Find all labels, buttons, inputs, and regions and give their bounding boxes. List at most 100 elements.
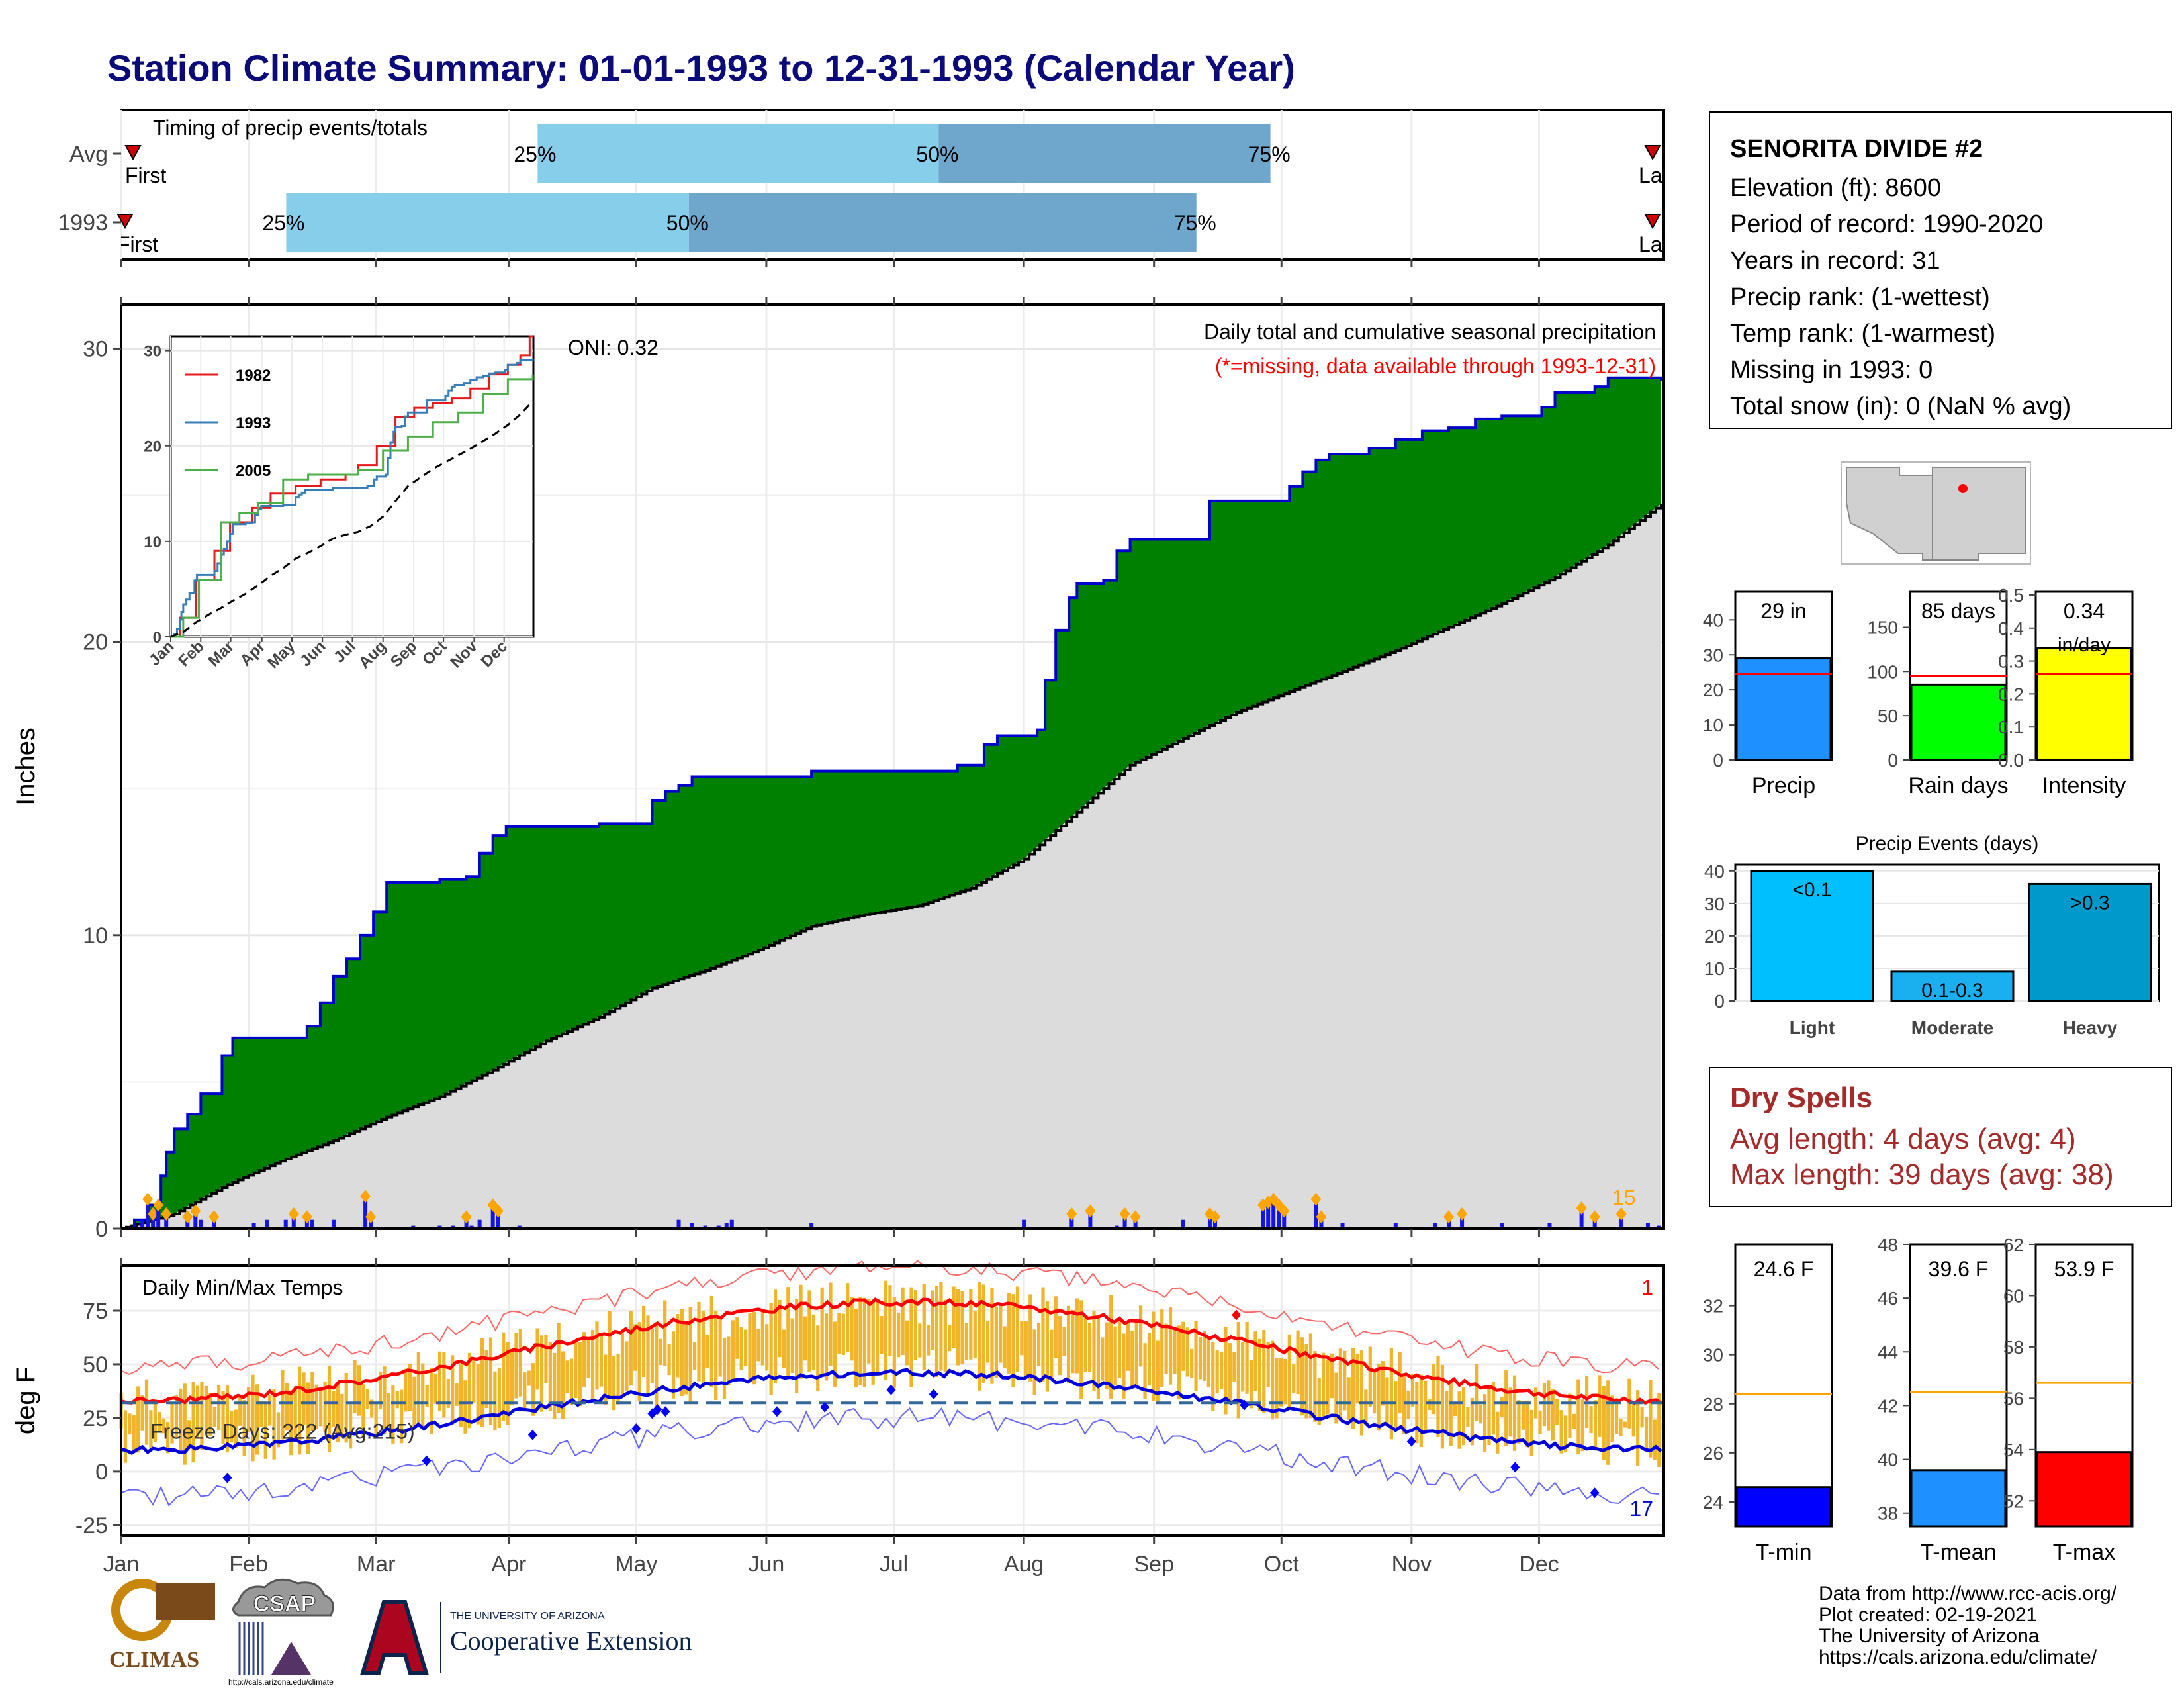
summary-tick-label: 20	[1703, 680, 1723, 700]
station-elevation: Elevation (ft): 8600	[1730, 174, 1941, 202]
daily-precip-bar	[411, 1225, 416, 1229]
daily-temp-bar	[1364, 1389, 1368, 1423]
daily-temp-bar	[1410, 1374, 1415, 1407]
daily-temp-bar	[293, 1386, 297, 1440]
daily-precip-bar	[1500, 1223, 1504, 1229]
events-tick-label: 0	[1714, 991, 1725, 1011]
daily-temp-bar	[760, 1309, 764, 1366]
daily-temp-bar	[964, 1323, 969, 1360]
daily-precip-bar	[1282, 1211, 1287, 1229]
daily-temp-bar	[574, 1340, 578, 1398]
temp-summary-tick-label: 52	[2003, 1491, 2024, 1511]
last-label: Last	[1639, 232, 1679, 256]
daily-temp-bar	[1487, 1388, 1491, 1445]
daily-temp-bar	[1050, 1329, 1054, 1378]
daily-temp-bar	[523, 1372, 527, 1412]
record-low-marker	[527, 1429, 537, 1440]
inset-legend-label: 1982	[236, 367, 271, 385]
daily-temp-bar	[1020, 1321, 1024, 1356]
daily-precip-bar	[1656, 1225, 1661, 1229]
credit-line: https://cals.arizona.edu/climate/	[1819, 1646, 2097, 1668]
daily-temp-bar	[1606, 1380, 1610, 1465]
temp-summary-tick-label: 54	[2003, 1440, 2024, 1460]
daily-temp-bar	[913, 1290, 918, 1360]
daily-temp-bar	[497, 1367, 501, 1429]
daily-temp-bar	[136, 1386, 140, 1453]
daily-temp-bar	[161, 1418, 165, 1434]
record-precip-marker	[288, 1207, 299, 1221]
daily-temp-bar	[744, 1329, 748, 1366]
daily-temp-bar	[684, 1324, 688, 1395]
daily-temp-bar	[344, 1372, 348, 1443]
record-low-marker	[653, 1403, 662, 1415]
daily-temp-bar	[459, 1363, 463, 1427]
daily-temp-bar	[876, 1299, 880, 1376]
daily-temp-bar	[778, 1299, 782, 1358]
daily-temp-bar	[1147, 1333, 1152, 1386]
daily-temp-bar	[1415, 1382, 1419, 1444]
y-tick-label: 0	[95, 1460, 108, 1485]
daily-temp-bar	[701, 1311, 705, 1387]
daily-temp-bar	[383, 1366, 387, 1434]
record-precip-marker	[461, 1210, 472, 1224]
record-precip-marker	[1119, 1207, 1130, 1221]
daily-temp-bar	[943, 1299, 947, 1372]
record-low-marker	[222, 1472, 232, 1483]
daily-temp-bar	[846, 1283, 850, 1352]
summary-tick-label: 0.2	[1998, 684, 2024, 704]
daily-temp-bar	[1117, 1318, 1122, 1378]
daily-temp-bar	[1580, 1399, 1584, 1452]
daily-temp-bar	[1071, 1309, 1075, 1374]
y-tick-label: 0	[95, 1217, 108, 1242]
daily-precip-bar	[477, 1219, 482, 1229]
daily-temp-bar	[1134, 1319, 1138, 1385]
daily-precip-bar	[1393, 1223, 1398, 1229]
ua-a-logo-icon	[359, 1600, 430, 1675]
daily-temp-bar	[633, 1324, 637, 1371]
daily-temp-bar	[1245, 1321, 1249, 1394]
daily-temp-bar	[1007, 1292, 1011, 1374]
daily-temp-bar	[1024, 1321, 1028, 1379]
record-precip-marker	[1316, 1210, 1327, 1224]
daily-precip-bar	[146, 1199, 150, 1229]
daily-temp-bar	[862, 1297, 866, 1387]
daily-temp-bar	[1542, 1383, 1547, 1427]
daily-temp-bar	[1517, 1400, 1521, 1444]
daily-temp-bar	[1160, 1309, 1164, 1387]
daily-temp-bar	[1101, 1337, 1105, 1381]
temp-summary-tick-label: 58	[2003, 1337, 2024, 1358]
daily-temp-bar	[548, 1342, 552, 1411]
daily-temp-bar	[1266, 1341, 1270, 1387]
daily-temp-bar	[867, 1299, 871, 1364]
daily-precip-bar	[1314, 1199, 1318, 1229]
daily-temp-bar	[680, 1309, 684, 1397]
timing-label-75: 75%	[1174, 211, 1216, 235]
daily-temp-bar	[1398, 1351, 1402, 1413]
daily-temp-bar	[934, 1286, 939, 1378]
summary-tick-label: 0	[1888, 750, 1898, 771]
daily-temp-bar	[332, 1391, 336, 1427]
record-precip-marker	[1615, 1207, 1627, 1221]
daily-temp-bar	[251, 1374, 255, 1462]
daily-temp-bar	[1470, 1397, 1474, 1446]
daily-temp-bar	[451, 1355, 455, 1425]
daily-temp-bar	[1177, 1325, 1181, 1400]
daily-temp-bar	[1551, 1389, 1555, 1441]
daily-temp-bar	[365, 1389, 369, 1409]
daily-temp-bar	[225, 1385, 230, 1453]
daily-temp-bar	[1096, 1315, 1101, 1399]
daily-temp-bar	[502, 1332, 506, 1421]
temp-summary-bar	[1735, 1486, 1832, 1528]
daily-temp-bar	[1185, 1327, 1189, 1377]
daily-temp-bar	[217, 1385, 221, 1430]
daily-temp-bar	[1066, 1305, 1071, 1383]
daily-temp-bar	[1203, 1331, 1206, 1381]
daily-temp-bar	[378, 1371, 383, 1410]
daily-temp-bar	[727, 1336, 731, 1385]
ua-logo-small-text: THE UNIVERSITY OF ARIZONA	[450, 1611, 605, 1622]
daily-temp-bar	[1347, 1377, 1351, 1420]
daily-temp-bar	[790, 1318, 794, 1373]
daily-temp-bar	[484, 1350, 488, 1409]
daily-temp-bar	[1402, 1375, 1406, 1434]
record-precip-marker	[1589, 1210, 1600, 1224]
